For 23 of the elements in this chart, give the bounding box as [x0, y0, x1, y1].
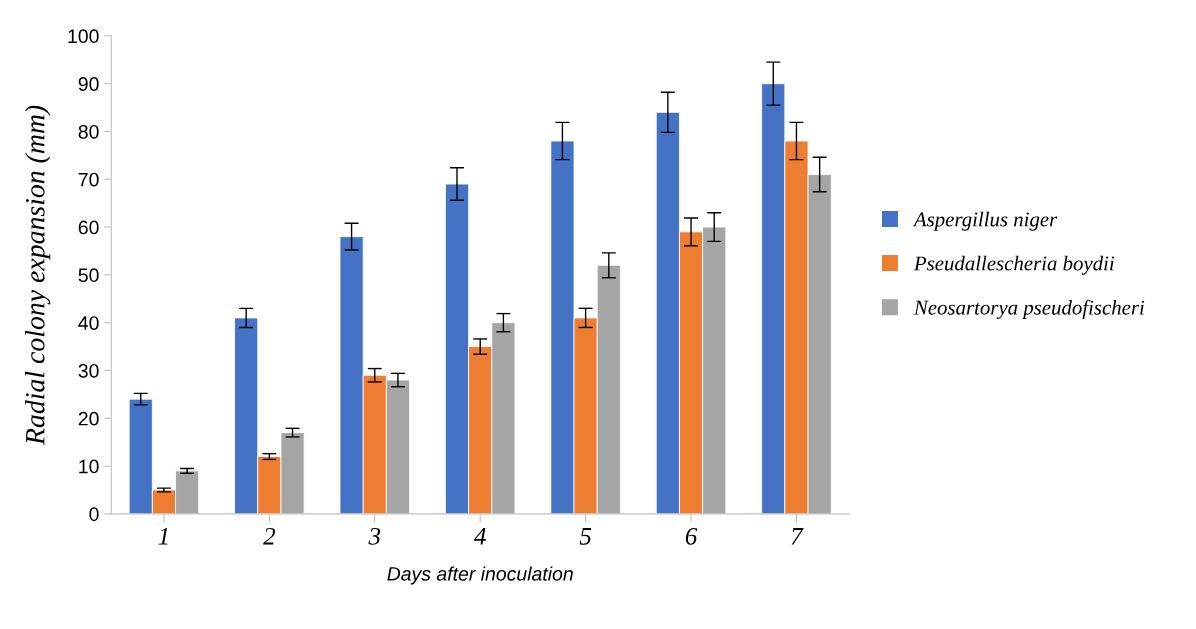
y-tick-label: 50 — [78, 268, 99, 283]
y-axis-title: Radial colony expansion (mm) — [25, 105, 51, 446]
x-tick-label: 7 — [791, 528, 804, 545]
y-tick-label: 40 — [78, 316, 99, 330]
y-tick-label: 60 — [78, 220, 99, 235]
y-tick-label: 0 — [89, 507, 99, 522]
y-tick-label: 30 — [78, 363, 99, 378]
legend-label: Pseudallescheria boydii — [913, 255, 1115, 275]
y-tick-label: 20 — [78, 411, 99, 426]
y-tick-label: 90 — [78, 77, 99, 91]
y-tick-label: 100 — [68, 29, 99, 44]
x-tick-label: 4 — [474, 527, 486, 545]
y-tick-label: 10 — [79, 459, 99, 474]
x-tick-label: 2 — [263, 527, 276, 545]
x-tick-label: 1 — [158, 527, 168, 545]
y-tick-label: 70 — [78, 172, 99, 187]
y-tick-label: 80 — [78, 124, 99, 139]
x-tick-label: 6 — [685, 527, 698, 545]
legend-label: Neosartorya pseudofischeri — [913, 299, 1145, 319]
x-axis-title: Days after inoculation — [387, 566, 573, 585]
legend-label: Aspergillus niger — [912, 211, 1058, 231]
x-tick-label: 5 — [579, 528, 592, 545]
x-tick-label: 3 — [368, 527, 381, 545]
